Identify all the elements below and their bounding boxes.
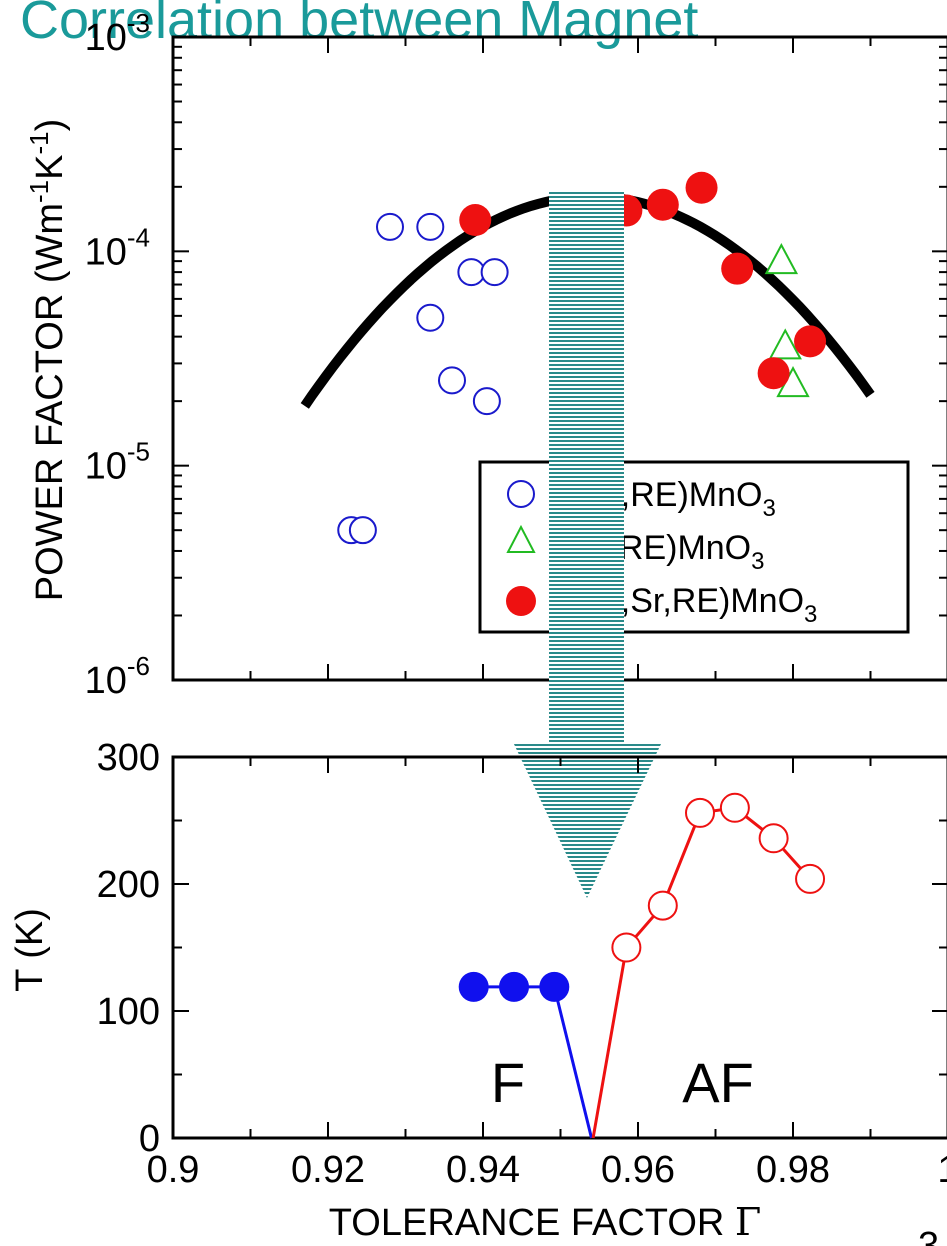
bottom-x-axis-title: TOLERANCE FACTOR Γ bbox=[329, 1200, 762, 1244]
bottom-x-tick-labels: 0.9 0.92 0.94 0.96 0.98 1 bbox=[147, 1149, 947, 1191]
top-y-axis-title: POWER FACTOR (Wm-1K-1) bbox=[24, 119, 71, 602]
point-sr-re bbox=[764, 243, 799, 275]
point-f bbox=[499, 971, 529, 1002]
point-ca-re bbox=[416, 212, 445, 241]
bottom-y-tick-label: 100 bbox=[97, 991, 160, 1033]
point-ca-re bbox=[348, 516, 377, 545]
bottom-y-tick-labels: 0 100 200 300 bbox=[97, 737, 160, 1160]
region-label-af: AF bbox=[682, 1051, 754, 1114]
bottom-ticks bbox=[172, 756, 947, 1139]
top-y-tick-label: 10-4 bbox=[85, 222, 150, 273]
point-ca-sr-re bbox=[721, 252, 754, 285]
bottom-data-points bbox=[458, 792, 826, 1002]
top-panel: 10-610-510-410-3 POWER FACTOR (Wm-1K-1) … bbox=[24, 8, 947, 702]
point-af bbox=[647, 890, 678, 921]
bottom-y-axis-title: T (K) bbox=[9, 908, 51, 992]
bottom-x-tick-label: 0.98 bbox=[756, 1149, 830, 1191]
point-ca-sr-re bbox=[794, 325, 827, 358]
series-line-f bbox=[473, 985, 593, 1139]
region-label-f: F bbox=[491, 1051, 525, 1114]
top-ticks bbox=[172, 36, 947, 681]
bottom-x-tick-label: 0.96 bbox=[601, 1149, 675, 1191]
bottom-x-tick-label: 0.94 bbox=[446, 1149, 520, 1191]
bottom-y-tick-label: 0 bbox=[139, 1118, 160, 1160]
point-ca-re bbox=[438, 366, 466, 395]
point-af bbox=[719, 792, 750, 823]
point-ca-re bbox=[416, 303, 445, 332]
bottom-x-tick-label: 1 bbox=[937, 1149, 947, 1191]
top-data-points bbox=[337, 171, 827, 545]
legend: (Ca,RE)MnO3 (Sr,RE)MnO3 (Ca,Sr,RE)MnO3 bbox=[478, 460, 910, 634]
point-ca-sr-re bbox=[685, 171, 718, 204]
point-f bbox=[539, 971, 570, 1002]
page-number: 3 bbox=[918, 1225, 939, 1246]
point-ca-re bbox=[457, 258, 486, 287]
header-title: Correlation between Magnet bbox=[20, 0, 698, 50]
bottom-y-tick-label: 300 bbox=[97, 737, 160, 779]
bottom-y-tick-label: 200 bbox=[97, 864, 160, 906]
point-ca-sr-re bbox=[757, 357, 790, 390]
top-y-tick-label: 10-5 bbox=[85, 437, 150, 488]
point-af bbox=[611, 932, 642, 963]
point-ca-re bbox=[480, 258, 509, 287]
top-y-tick-label: 10-6 bbox=[85, 651, 150, 702]
point-ca-re bbox=[472, 387, 501, 416]
legend-marker-ca-re bbox=[507, 480, 535, 508]
point-af bbox=[795, 863, 826, 894]
point-ca-sr-re bbox=[646, 188, 679, 221]
bottom-x-tick-label: 0.92 bbox=[291, 1149, 365, 1191]
point-f bbox=[458, 971, 489, 1002]
legend-marker-ca-sr-re bbox=[506, 586, 536, 616]
point-sr-re bbox=[768, 328, 802, 360]
point-ca-sr-re bbox=[459, 204, 492, 237]
hatched-arrow bbox=[513, 190, 662, 898]
bottom-x-tick-label: 0.9 bbox=[147, 1149, 200, 1191]
point-ca-re bbox=[376, 212, 404, 241]
top-y-tick-labels: 10-6 10-5 10-4 10-3 bbox=[85, 8, 150, 702]
legend-marker-sr-re bbox=[506, 524, 536, 553]
bottom-panel: 0 100 200 300 0.9 0.92 0.94 0.96 0.98 1 T (K) TO… bbox=[9, 737, 947, 1244]
top-y-tick-label: 10-3 bbox=[85, 8, 150, 59]
point-af bbox=[685, 797, 715, 828]
point-af bbox=[758, 823, 789, 854]
